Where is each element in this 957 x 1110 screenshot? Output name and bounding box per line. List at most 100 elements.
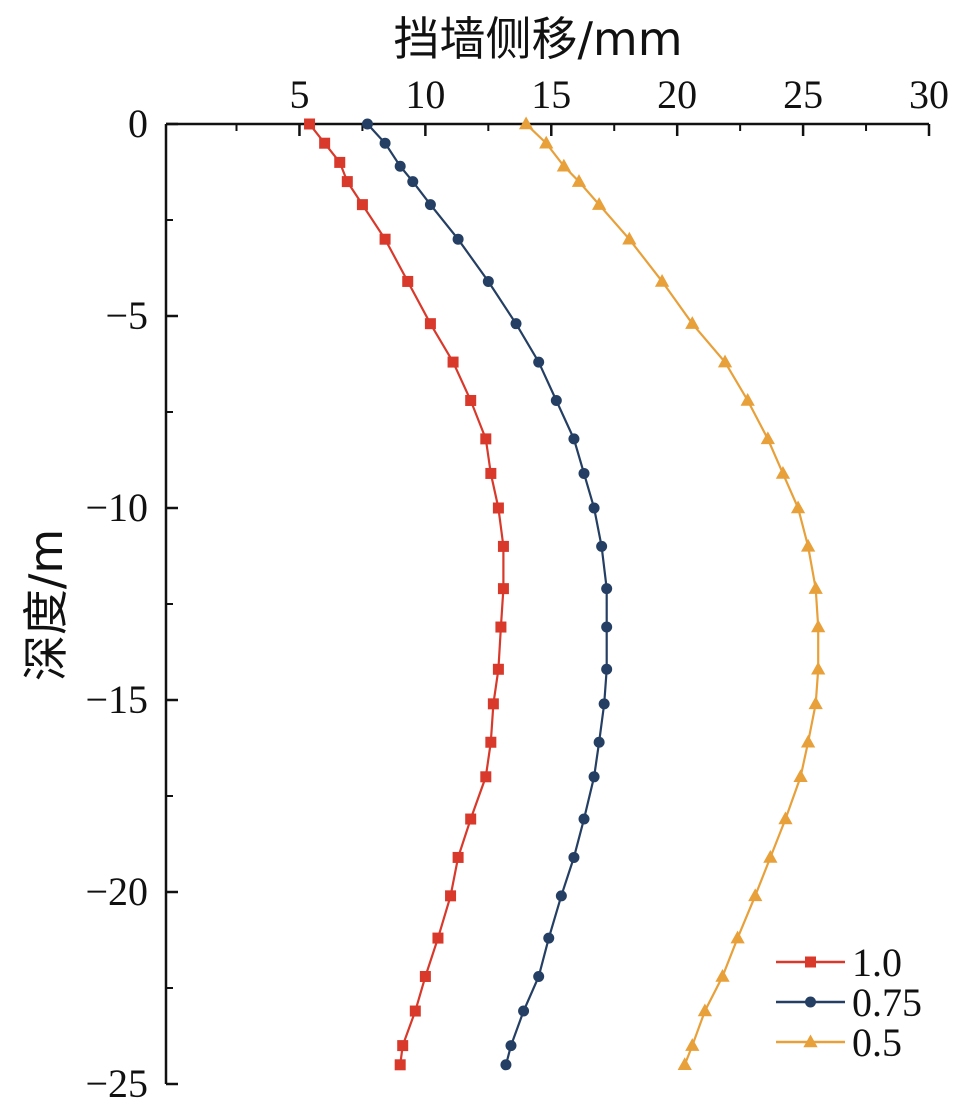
data-point-circle — [601, 621, 613, 633]
data-point-square — [487, 698, 499, 710]
x-tick-label: 10 — [405, 72, 445, 117]
data-point-circle — [588, 502, 600, 514]
data-point-triangle — [740, 392, 755, 406]
data-point-triangle — [591, 197, 607, 210]
data-point-square — [465, 394, 477, 406]
data-point-square — [497, 583, 509, 595]
x-tick-label: 15 — [531, 72, 571, 117]
data-point-triangle — [775, 465, 791, 479]
series-line — [525, 123, 820, 1066]
data-point-circle — [805, 996, 816, 1008]
data-point-square — [419, 970, 431, 982]
legend-label: 1.0 — [852, 940, 902, 985]
y-axis-title: 深度/m — [19, 529, 73, 681]
data-point-square — [452, 851, 464, 863]
data-point-circle — [510, 318, 522, 330]
data-point-square — [445, 890, 457, 902]
data-point-triangle — [654, 273, 670, 287]
data-point-square — [492, 663, 504, 675]
data-point-circle — [452, 233, 464, 245]
legend-item: 1.0 — [776, 940, 902, 985]
data-point-circle — [593, 736, 605, 748]
y-tick-label: −20 — [85, 869, 148, 914]
data-point-circle — [598, 698, 610, 710]
data-point-square — [402, 275, 414, 287]
x-tick-label: 5 — [289, 72, 309, 117]
data-point-circle — [533, 356, 545, 368]
data-point-square — [379, 233, 391, 245]
data-point-circle — [379, 137, 391, 149]
data-point-circle — [361, 118, 373, 130]
data-point-circle — [578, 813, 590, 825]
x-axis-title: 挡墙侧移/mm — [393, 12, 682, 66]
series-0.75 — [361, 118, 613, 1071]
data-point-triangle — [801, 538, 816, 552]
data-point-triangle — [556, 158, 571, 172]
data-point-square — [447, 356, 459, 368]
data-point-square — [485, 467, 497, 479]
data-point-square — [334, 156, 346, 168]
y-tick-label: −25 — [85, 1061, 148, 1106]
data-point-circle — [568, 851, 580, 863]
data-point-triangle — [793, 769, 808, 783]
series-0.5 — [518, 116, 826, 1071]
data-point-triangle — [763, 849, 778, 863]
data-point-square — [485, 736, 497, 748]
x-tick-label: 30 — [909, 72, 949, 117]
y-tick-label: −15 — [85, 677, 148, 722]
data-point-triangle — [677, 1057, 692, 1071]
data-point-triangle — [748, 888, 763, 902]
data-point-square — [480, 433, 492, 445]
data-point-triangle — [715, 968, 730, 982]
data-point-square — [465, 813, 477, 825]
data-point-circle — [555, 890, 567, 902]
data-point-triangle — [811, 619, 826, 633]
data-point-circle — [424, 199, 436, 211]
data-point-square — [409, 1005, 421, 1017]
data-point-square — [304, 118, 316, 130]
x-tick-label: 20 — [657, 72, 697, 117]
data-point-triangle — [622, 231, 637, 245]
data-point-circle — [588, 771, 600, 783]
data-point-square — [341, 176, 353, 188]
data-point-triangle — [803, 1034, 818, 1048]
data-point-circle — [518, 1005, 530, 1017]
data-point-triangle — [539, 135, 554, 149]
data-point-triangle — [697, 1003, 713, 1017]
data-point-triangle — [685, 316, 700, 329]
series-line — [308, 123, 505, 1065]
y-tick-label: −5 — [105, 293, 148, 338]
data-point-triangle — [808, 696, 823, 710]
data-point-circle — [568, 433, 580, 445]
data-point-square — [480, 771, 492, 783]
data-point-circle — [505, 1040, 517, 1052]
data-point-square — [492, 502, 504, 514]
series-line — [366, 123, 608, 1066]
data-point-triangle — [717, 354, 733, 368]
series-1.0 — [304, 118, 509, 1071]
data-point-circle — [500, 1059, 512, 1071]
data-point-triangle — [790, 500, 806, 514]
data-point-square — [805, 956, 816, 968]
data-point-triangle — [808, 581, 823, 594]
data-point-triangle — [811, 661, 826, 675]
axes: 5 10 15 20 25 30 0 −5 −10 −15 −20 −25 — [85, 72, 949, 1106]
data-point-circle — [550, 394, 562, 406]
data-point-square — [319, 137, 331, 149]
legend-label: 0.5 — [852, 1020, 902, 1065]
data-point-circle — [533, 970, 545, 982]
data-point-triangle — [571, 174, 587, 187]
data-point-circle — [596, 540, 608, 552]
legend-label: 0.75 — [852, 980, 922, 1025]
data-point-square — [424, 318, 436, 330]
legend-item: 0.75 — [776, 980, 922, 1025]
legend: 1.00.750.5 — [776, 940, 922, 1065]
x-tick-label: 25 — [783, 72, 823, 117]
data-point-square — [432, 932, 444, 944]
data-point-triangle — [685, 1038, 700, 1051]
data-point-triangle — [730, 930, 745, 944]
data-point-square — [394, 1059, 406, 1071]
data-point-square — [356, 199, 368, 211]
data-point-square — [495, 621, 507, 633]
